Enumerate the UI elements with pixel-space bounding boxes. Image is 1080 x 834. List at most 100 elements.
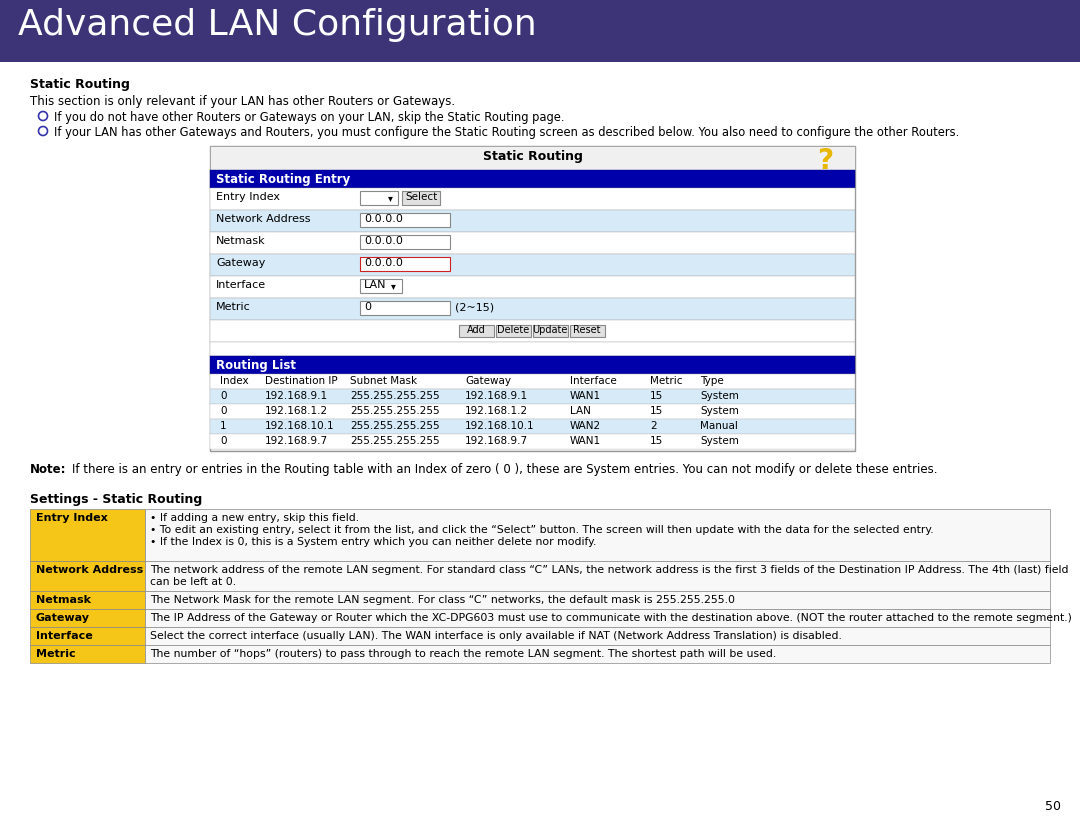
Text: System: System [700,391,739,401]
Text: 0: 0 [220,436,227,446]
Text: Netmask: Netmask [36,595,91,605]
Text: The network address of the remote LAN segment. For standard class “C” LANs, the : The network address of the remote LAN se… [150,565,1068,575]
Text: 0.0.0.0: 0.0.0.0 [364,258,403,268]
Bar [145,627,1050,645]
Bar [145,591,1050,609]
Bar [360,235,450,249]
Text: Interface: Interface [570,376,617,386]
Text: Advanced LAN Configuration: Advanced LAN Configuration [18,8,537,42]
Bar [210,342,855,356]
Text: Subnet Mask: Subnet Mask [350,376,417,386]
Text: 192.168.1.2: 192.168.1.2 [465,406,528,416]
Bar [30,609,145,627]
Text: Static Routing: Static Routing [483,150,582,163]
Text: 15: 15 [650,391,663,401]
Text: 50: 50 [1045,800,1061,813]
Bar [30,509,145,561]
Text: Static Routing Entry: Static Routing Entry [216,173,350,186]
Bar [145,561,1050,591]
Text: System: System [700,406,739,416]
Text: Static Routing: Static Routing [30,78,130,91]
Text: Note:: Note: [30,463,67,476]
Text: ▾: ▾ [391,281,396,291]
Bar [210,276,855,298]
Text: Network Address: Network Address [216,214,311,224]
Bar [210,389,855,404]
Text: 0: 0 [364,302,372,312]
Bar [30,645,145,663]
Text: 192.168.10.1: 192.168.10.1 [465,421,535,431]
Bar [210,146,855,170]
Text: 192.168.9.7: 192.168.9.7 [265,436,328,446]
Bar [210,146,855,451]
Text: (2~15): (2~15) [455,302,495,312]
Bar [496,325,531,337]
Text: 0: 0 [220,406,227,416]
Text: Reset: Reset [573,325,600,335]
Text: Entry Index: Entry Index [216,192,280,202]
Bar [210,419,855,434]
Circle shape [41,129,45,133]
Text: WAN1: WAN1 [570,391,602,401]
Text: Type: Type [700,376,724,386]
Text: WAN1: WAN1 [570,436,602,446]
Text: Update: Update [532,325,568,335]
Text: 255.255.255.255: 255.255.255.255 [350,391,440,401]
Bar [210,374,855,389]
Text: Select: Select [405,192,437,202]
Bar [210,320,855,342]
Text: Select the correct interface (usually LAN). The WAN interface is only available : Select the correct interface (usually LA… [150,631,842,641]
Text: 0.0.0.0: 0.0.0.0 [364,214,403,224]
Text: WAN2: WAN2 [570,421,602,431]
Bar [30,627,145,645]
Bar [30,591,145,609]
Text: Netmask: Netmask [216,236,266,246]
Text: The Network Mask for the remote LAN segment. For class “C” networks, the default: The Network Mask for the remote LAN segm… [150,595,735,605]
Bar [210,188,855,210]
Text: Add: Add [467,325,485,335]
Text: 1: 1 [220,421,227,431]
Text: Interface: Interface [36,631,93,641]
Bar [360,191,399,205]
Text: 15: 15 [650,406,663,416]
Bar [360,257,450,271]
Text: If your LAN has other Gateways and Routers, you must configure the Static Routin: If your LAN has other Gateways and Route… [54,126,959,139]
Bar [402,191,440,205]
Text: Metric: Metric [650,376,683,386]
Bar [145,609,1050,627]
Text: This section is only relevant if your LAN has other Routers or Gateways.: This section is only relevant if your LA… [30,95,455,108]
Text: ▾: ▾ [388,193,393,203]
Text: 15: 15 [650,436,663,446]
Text: Delete: Delete [497,325,529,335]
Bar [360,279,402,293]
Bar [210,232,855,254]
Text: can be left at 0.: can be left at 0. [150,577,237,587]
Bar [210,254,855,276]
Text: 192.168.10.1: 192.168.10.1 [265,421,335,431]
Text: Gateway: Gateway [465,376,511,386]
Text: Gateway: Gateway [36,613,90,623]
Text: Metric: Metric [216,302,251,312]
Text: The number of “hops” (routers) to pass through to reach the remote LAN segment. : The number of “hops” (routers) to pass t… [150,649,777,659]
Text: 192.168.1.2: 192.168.1.2 [265,406,328,416]
Bar [30,561,145,591]
Bar [145,645,1050,663]
Bar [210,404,855,419]
Text: ?: ? [816,147,833,175]
Text: • To edit an existing entry, select it from the list, and click the “Select” but: • To edit an existing entry, select it f… [150,525,933,535]
Text: 255.255.255.255: 255.255.255.255 [350,406,440,416]
Text: System: System [700,436,739,446]
Text: 2: 2 [650,421,657,431]
Bar [360,213,450,227]
Text: If there is an entry or entries in the Routing table with an Index of zero ( 0 ): If there is an entry or entries in the R… [72,463,937,476]
Text: Manual: Manual [700,421,738,431]
Text: 192.168.9.1: 192.168.9.1 [465,391,528,401]
Text: LAN: LAN [364,280,387,290]
Bar [210,434,855,449]
Bar [145,509,1050,561]
Text: If you do not have other Routers or Gateways on your LAN, skip the Static Routin: If you do not have other Routers or Gate… [54,111,565,124]
Bar [570,325,605,337]
Text: Settings - Static Routing: Settings - Static Routing [30,493,202,506]
Bar [360,301,450,315]
Text: Network Address: Network Address [36,565,144,575]
